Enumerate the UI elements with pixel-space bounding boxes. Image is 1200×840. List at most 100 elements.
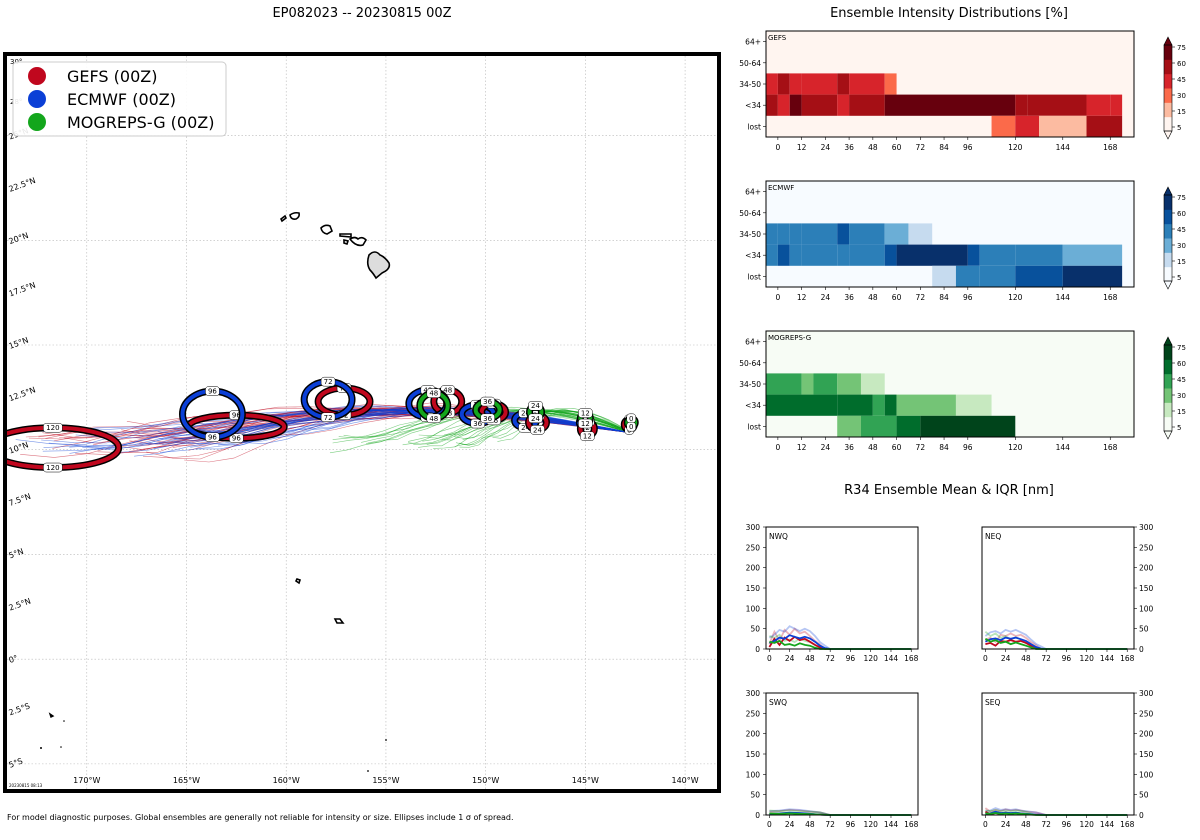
r34-mean-gefs — [768, 635, 912, 650]
islet-6 — [60, 746, 62, 748]
colorbar-frame — [1163, 44, 1173, 132]
intensity-cell — [884, 223, 909, 245]
r34-xtick-label: 0 — [983, 820, 988, 829]
colorbar-tick-label: 60 — [1177, 210, 1186, 218]
figure-title: EP082023 -- 20230815 00Z — [272, 6, 451, 21]
intensity-cell — [789, 94, 802, 116]
colorbar-segment — [1164, 238, 1172, 253]
r34-xtick-label: 144 — [1100, 654, 1115, 663]
intensity-panel-name: ECMWF — [768, 184, 794, 192]
colorbar-segment — [1164, 45, 1172, 60]
r34-xtick-label: 0 — [767, 820, 772, 829]
islet-2 — [333, 618, 345, 624]
intensity-xtick-label: 72 — [916, 443, 926, 452]
intensity-xtick-label: 36 — [844, 443, 854, 452]
colorbar-tick-label: 5 — [1177, 274, 1181, 282]
intensity-cell — [801, 73, 838, 95]
ellipse-label-box — [205, 386, 220, 396]
colorbar-extend-top — [1163, 186, 1173, 196]
intensity-xtick-label: 168 — [1103, 143, 1118, 152]
intensity-xtick-label: 36 — [844, 293, 854, 302]
r34-xtick-label: 72 — [1041, 820, 1051, 829]
land-masses — [40, 211, 391, 772]
colorbar-tick-label: 45 — [1177, 76, 1186, 84]
r34-ytick-label: 0 — [1139, 645, 1144, 654]
lon-tick-label: 155°W — [372, 776, 399, 785]
intensity-xtick-label: 168 — [1103, 443, 1118, 452]
ellipse-label-box — [43, 422, 63, 433]
intensity-cell — [766, 223, 778, 245]
ellipse-label-box — [229, 433, 244, 443]
legend-label-mogreps: MOGREPS-G (00Z) — [67, 113, 214, 132]
intensity-xtick-label: 0 — [775, 143, 780, 152]
intensity-cell — [766, 373, 802, 395]
intensity-xtick-label: 60 — [892, 443, 902, 452]
ellipse-label: 48 — [429, 415, 438, 423]
r34-ytick-label: 200 — [746, 564, 761, 573]
r34-ytick-label: 300 — [1139, 523, 1154, 532]
r34-ytick-label: 300 — [746, 523, 761, 532]
r34-ytick-label: 250 — [746, 709, 761, 718]
intensity-cell — [801, 223, 838, 245]
intensity-colorbar: 75 60 45 30 15 5 — [1163, 336, 1186, 440]
r34-mean-ecmwf — [769, 634, 912, 650]
intensity-xtick-label: 24 — [821, 293, 831, 302]
r34-xtick-label: 96 — [1062, 654, 1072, 663]
legend-label-ecmwf: ECMWF (00Z) — [67, 90, 176, 109]
colorbar-segment — [1164, 209, 1172, 225]
r34-xtick-label: 0 — [767, 654, 772, 663]
ellipse-label-box — [580, 431, 595, 441]
intensity-xtick-label: 60 — [892, 143, 902, 152]
r34-ytick-label: 50 — [1139, 791, 1149, 800]
intensity-cell — [979, 244, 1016, 266]
colorbar-segment — [1164, 266, 1172, 282]
colorbar-segment — [1164, 373, 1172, 389]
intensity-colorbar: 75 60 45 30 15 5 — [1163, 186, 1186, 290]
r34-panel-name: SWQ — [769, 698, 787, 707]
intensity-cell — [955, 265, 980, 287]
intensity-row-label: 34-50 — [739, 380, 761, 389]
intensity-xtick-label: 84 — [939, 293, 949, 302]
intensity-xtick-label: 84 — [939, 143, 949, 152]
intensity-cell — [991, 115, 1016, 137]
r34-panel-neq: NEQ 0 50 100 150 200 250 300 0 24 48 72 96 120 144 168 — [981, 523, 1154, 663]
intensity-cell — [872, 394, 885, 416]
intensity-xtick-label: 96 — [963, 143, 973, 152]
intensity-cell — [1015, 94, 1028, 116]
ellipse-label: 72 — [324, 414, 333, 422]
intensity-cell — [789, 223, 802, 245]
intensity-cell — [979, 265, 1016, 287]
r34-iqr-ecmwf — [768, 625, 912, 650]
ellipse-label-box — [528, 400, 543, 411]
r34-xtick-label: 168 — [904, 820, 919, 829]
r34-xtick-label: 96 — [1062, 820, 1072, 829]
r34-panel-bg — [982, 693, 1134, 815]
ellipse-label: 72 — [324, 378, 333, 386]
intensity-cell — [1086, 115, 1123, 137]
colorbar-extend-bottom — [1163, 130, 1173, 140]
intensity-xtick-label: 0 — [775, 293, 780, 302]
intensity-row-label: 50-64 — [739, 209, 761, 218]
intensity-xtick-label: 168 — [1103, 293, 1118, 302]
r34-xtick-label: 72 — [1041, 654, 1051, 663]
island-molokai — [339, 233, 352, 238]
intensity-cell — [777, 73, 790, 95]
r34-ytick-label: 200 — [746, 730, 761, 739]
r34-ytick-label: 150 — [1139, 584, 1154, 593]
r34-iqr-ecmwf — [984, 628, 1128, 650]
ellipse-label: 24 — [531, 402, 540, 410]
intensity-row-label: 64+ — [745, 38, 761, 47]
intensity-cell — [896, 394, 956, 416]
intensity-cell — [1086, 94, 1111, 116]
intensity-row-label: 64+ — [745, 188, 761, 197]
island-kauai — [289, 211, 300, 220]
colorbar-tick-label: 75 — [1177, 44, 1186, 52]
intensity-cell — [1062, 265, 1123, 287]
colorbar-segment — [1164, 388, 1172, 403]
colorbar-tick-label: 60 — [1177, 360, 1186, 368]
intensity-row-label: <34 — [745, 401, 761, 410]
intensity-cell — [766, 394, 838, 416]
intensity-xtick-label: 36 — [844, 143, 854, 152]
intensity-row-label: 34-50 — [739, 80, 761, 89]
